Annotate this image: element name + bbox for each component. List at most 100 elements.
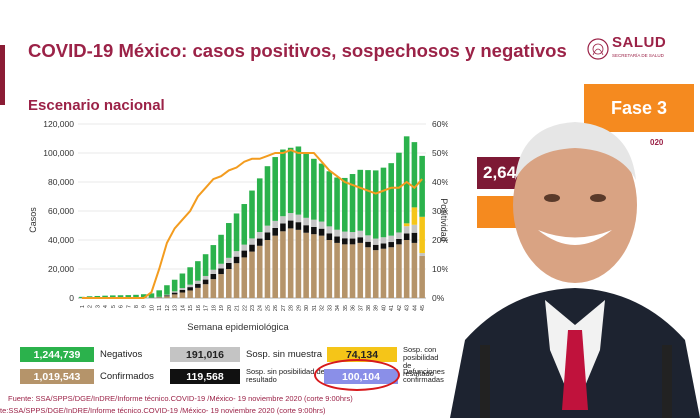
x-tick-label: 38 — [366, 305, 372, 311]
bar-segment — [202, 275, 209, 280]
salud-logo-icon — [587, 38, 609, 60]
chart-x-ticks: 1 2 3 4 5 6 7 8 9 10 11 12 13 14 15 16 17 18 19 20 21 22 23 24 2… — [80, 305, 426, 311]
bar-segment — [287, 228, 294, 298]
x-tick-label: 19 — [219, 305, 225, 311]
legend-value-negativos: 1,244,739 — [20, 347, 94, 362]
bar-segment — [179, 292, 186, 298]
bar-segment — [226, 257, 232, 263]
bar-segment — [388, 163, 394, 236]
x-tick-label: 43 — [405, 305, 411, 311]
bar-segment — [187, 284, 193, 288]
legend-value-confirmados: 1,019,543 — [20, 369, 94, 384]
x-tick-label: 35 — [343, 305, 349, 311]
bar-segment — [210, 279, 217, 298]
bar-segment — [311, 226, 317, 235]
legend-label-con-posibilidad: Sosp. con posibilidad de resultado — [403, 345, 439, 378]
x-tick-label: 40 — [381, 305, 387, 311]
bar-segment — [411, 242, 418, 298]
x-tick-label: 22 — [242, 305, 248, 311]
y2-tick-label: 40% — [432, 177, 448, 187]
bar-segment — [342, 177, 348, 232]
bar-segment — [287, 213, 294, 221]
bar-segment — [195, 287, 201, 298]
bar-segment — [171, 294, 178, 298]
bar-segment — [403, 223, 410, 227]
bar-segment — [411, 207, 418, 225]
bar-segment — [411, 142, 418, 208]
bar-segment — [179, 289, 186, 293]
bar-segment — [249, 251, 255, 298]
bar-segment — [233, 213, 240, 252]
bar-segment — [187, 267, 193, 285]
x-tick-label: 3 — [95, 305, 101, 308]
bar-segment — [264, 232, 271, 240]
bar-segment — [202, 254, 209, 276]
bar-segment — [241, 257, 248, 298]
bar-segment — [210, 245, 217, 270]
page-title: COVID-19 México: casos positivos, sospec… — [28, 40, 567, 61]
x-tick-label: 45 — [420, 305, 426, 311]
bar-segment — [202, 279, 209, 285]
bar-segment — [94, 295, 101, 298]
chart-y-ticks: 0 20,000 40,000 60,000 80,000 100,000 120,000 — [43, 119, 74, 303]
x-tick-label: 33 — [327, 305, 333, 311]
bar-segment — [396, 232, 402, 239]
x-tick-label: 21 — [235, 305, 241, 311]
bar-segment — [411, 224, 418, 233]
bar-segment — [334, 177, 340, 230]
y-tick-label: 40,000 — [48, 235, 74, 245]
speaker-photo — [450, 122, 700, 418]
bar-segment — [210, 273, 217, 280]
bar-segment — [156, 297, 162, 298]
bar-segment — [342, 244, 348, 298]
x-tick-label: 20 — [227, 305, 233, 311]
bar-segment — [403, 233, 410, 240]
bar-segment — [372, 170, 379, 239]
bar-segment — [396, 152, 402, 233]
x-tick-label: 27 — [281, 305, 287, 311]
bar-segment — [256, 238, 263, 246]
y-tick-label: 20,000 — [48, 264, 74, 274]
x-tick-label: 24 — [258, 305, 264, 311]
bar-segment — [357, 242, 364, 298]
x-tick-label: 12 — [165, 305, 171, 311]
bar-segment — [396, 244, 402, 298]
bar-segment — [272, 157, 278, 221]
bar-segment — [241, 244, 248, 251]
x-tick-label: 30 — [304, 305, 310, 311]
x-tick-label: 42 — [397, 305, 403, 311]
bar-segment — [280, 223, 286, 232]
bar-segment — [380, 243, 387, 249]
x-tick-label: 41 — [389, 305, 395, 311]
y-tick-label: 120,000 — [43, 119, 74, 129]
bar-segment — [357, 237, 364, 243]
source-footnote: Fuente: SSA/SPPS/DGE/InDRE/Informe técni… — [8, 394, 353, 403]
section-title: Escenario nacional — [28, 97, 165, 114]
bar-segment — [295, 146, 302, 215]
bar-segment — [156, 290, 162, 297]
chart-y2-ticks: 0% 10% 20% 30% 40% 50% 60% — [432, 119, 448, 303]
bar-segment — [295, 214, 302, 223]
legend-label-sin-muestra: Sosp. sin muestra — [246, 349, 323, 360]
x-tick-label: 15 — [188, 305, 194, 311]
bar-segment — [202, 284, 209, 298]
x-tick-label: 28 — [289, 305, 295, 311]
bar-segment — [249, 238, 255, 245]
y2-tick-label: 60% — [432, 119, 448, 129]
bar-segment — [388, 235, 394, 243]
bar-segment — [403, 136, 410, 224]
x-tick-label: 14 — [180, 305, 186, 311]
bar-segment — [187, 290, 193, 298]
bar-segment — [117, 295, 124, 298]
x-tick-label: 7 — [126, 305, 132, 308]
bar-segment — [280, 216, 286, 224]
x-tick-label: 44 — [412, 305, 418, 311]
x-tick-label: 6 — [119, 305, 125, 308]
x-tick-label: 13 — [173, 305, 179, 311]
bar-segment — [311, 234, 317, 298]
bar-segment — [388, 242, 394, 248]
bar-segment — [164, 285, 170, 295]
bar-segment — [334, 229, 340, 237]
bar-segment — [372, 250, 379, 298]
bar-segment — [318, 221, 325, 229]
